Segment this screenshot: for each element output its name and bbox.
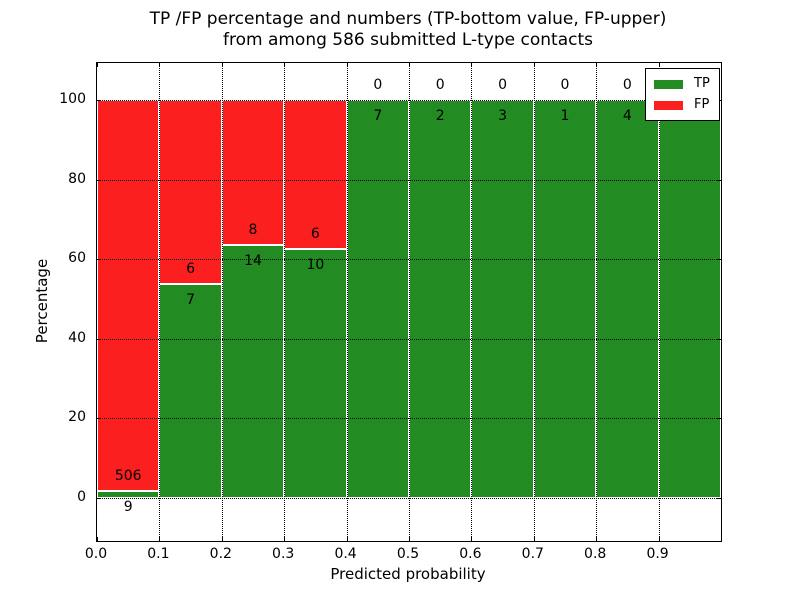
y-tick-mark-right xyxy=(717,338,721,340)
x-tick-label: 0.3 xyxy=(272,546,295,562)
bar-segment-tp xyxy=(346,100,409,498)
v-gridline xyxy=(658,63,660,541)
v-gridline xyxy=(284,63,286,541)
bar-segment-tp xyxy=(97,491,160,498)
y-tick-mark-right xyxy=(717,179,721,181)
fp-legend-label: FP xyxy=(694,97,710,112)
x-tick-mark-top xyxy=(533,63,535,67)
x-tick-label: 0.5 xyxy=(396,546,420,562)
y-tick-label: 80 xyxy=(68,170,86,187)
bar-segment-tp xyxy=(284,249,347,498)
bar-segment-fp xyxy=(284,100,347,250)
y-tick-label: 20 xyxy=(68,409,86,426)
y-tick-mark-right xyxy=(717,259,721,261)
fp-legend-swatch xyxy=(654,100,683,110)
bar-segment-tp xyxy=(658,100,721,498)
x-tick-label: 0.6 xyxy=(459,546,482,562)
v-gridline xyxy=(409,63,410,541)
y-tick-mark xyxy=(97,179,101,181)
x-tick-mark-top xyxy=(658,63,660,67)
y-tick-mark xyxy=(97,259,101,261)
y-tick-label: 100 xyxy=(59,91,86,107)
y-tick-mark xyxy=(97,418,101,420)
chart-title-line1: TP /FP percentage and numbers (TP-bottom… xyxy=(149,9,667,29)
x-tick-mark-top xyxy=(409,63,410,67)
fp-count-label: 6 xyxy=(310,226,320,243)
grid-layer xyxy=(97,63,721,541)
x-tick-mark xyxy=(221,537,223,541)
x-tick-label: 0.7 xyxy=(521,546,544,562)
tp-count-label: 9 xyxy=(123,499,133,516)
bar-segment-tp xyxy=(409,100,472,498)
x-tick-mark xyxy=(533,537,535,541)
x-tick-mark xyxy=(596,537,598,541)
x-tick-mark-top xyxy=(596,63,598,67)
y-tick-mark-right xyxy=(717,498,721,499)
x-tick-mark-top xyxy=(284,63,286,67)
v-gridline xyxy=(346,63,348,541)
y-tick-mark xyxy=(97,100,101,101)
x-axis-label: Predicted probability xyxy=(330,565,486,583)
x-tick-mark xyxy=(409,537,410,541)
x-tick-label: 0.0 xyxy=(84,546,108,562)
x-tick-mark xyxy=(159,537,161,541)
tp-count-label: 10 xyxy=(306,257,325,274)
x-tick-label: 0.4 xyxy=(334,546,357,562)
y-tick-label: 40 xyxy=(68,329,86,346)
tp-count-label: 1 xyxy=(560,108,570,124)
fp-count-label: 0 xyxy=(435,77,445,93)
x-tick-mark-top xyxy=(97,63,98,67)
x-tick-mark xyxy=(471,537,473,541)
fp-count-label: 0 xyxy=(373,77,383,93)
tp-legend-label: TP xyxy=(694,76,710,91)
legend: TP FP xyxy=(645,68,720,121)
tp-count-label: 7 xyxy=(373,108,383,124)
tp-count-label: 7 xyxy=(186,291,196,308)
v-gridline xyxy=(533,63,535,541)
v-gridline xyxy=(159,63,161,541)
x-tick-mark xyxy=(346,537,348,541)
tp-count-label: 14 xyxy=(244,252,262,269)
plot-area: 506967814610070203010405 TP FP xyxy=(96,62,722,542)
x-tick-mark xyxy=(284,537,286,541)
fp-count-label: 0 xyxy=(560,77,570,93)
y-tick-mark xyxy=(97,338,101,340)
x-tick-mark-top xyxy=(159,63,161,67)
x-tick-mark xyxy=(658,537,660,541)
y-tick-mark-right xyxy=(717,418,721,420)
legend-entry-fp: FP xyxy=(654,96,710,114)
bars-layer xyxy=(97,63,721,541)
fp-count-label: 0 xyxy=(498,77,508,93)
bar-segment-tp xyxy=(221,244,285,498)
y-tick-label: 60 xyxy=(68,250,86,267)
x-tick-mark-top xyxy=(471,63,473,67)
bar-segment-fp xyxy=(97,100,160,492)
x-tick-mark-top xyxy=(221,63,223,67)
tp-legend-swatch xyxy=(654,79,683,89)
x-tick-label: 0.8 xyxy=(584,546,607,562)
tp-count-label: 4 xyxy=(622,108,632,124)
y-tick-label: 0 xyxy=(77,489,86,505)
v-gridline xyxy=(221,63,223,541)
x-tick-mark-top xyxy=(346,63,348,67)
fp-count-label: 0 xyxy=(622,77,632,93)
tp-count-label: 2 xyxy=(435,108,445,124)
ticks-layer xyxy=(97,63,721,541)
chart-title-line2: from among 586 submitted L-type contacts xyxy=(222,30,593,50)
v-gridline xyxy=(596,63,598,541)
y-tick-mark xyxy=(97,498,101,499)
fp-count-label: 6 xyxy=(186,260,196,277)
fp-count-label: 506 xyxy=(114,468,142,485)
x-tick-label: 0.2 xyxy=(209,546,232,562)
x-tick-label: 0.1 xyxy=(147,546,170,562)
fp-count-label: 8 xyxy=(248,221,258,238)
legend-entry-tp: TP xyxy=(654,75,710,93)
chart-title: TP /FP percentage and numbers (TP-bottom… xyxy=(96,9,720,51)
tp-count-label: 3 xyxy=(498,108,508,124)
x-tick-label: 0.9 xyxy=(646,546,669,562)
v-gridline xyxy=(471,63,473,541)
bar-segment-tp xyxy=(533,100,597,498)
x-tick-mark xyxy=(97,537,98,541)
